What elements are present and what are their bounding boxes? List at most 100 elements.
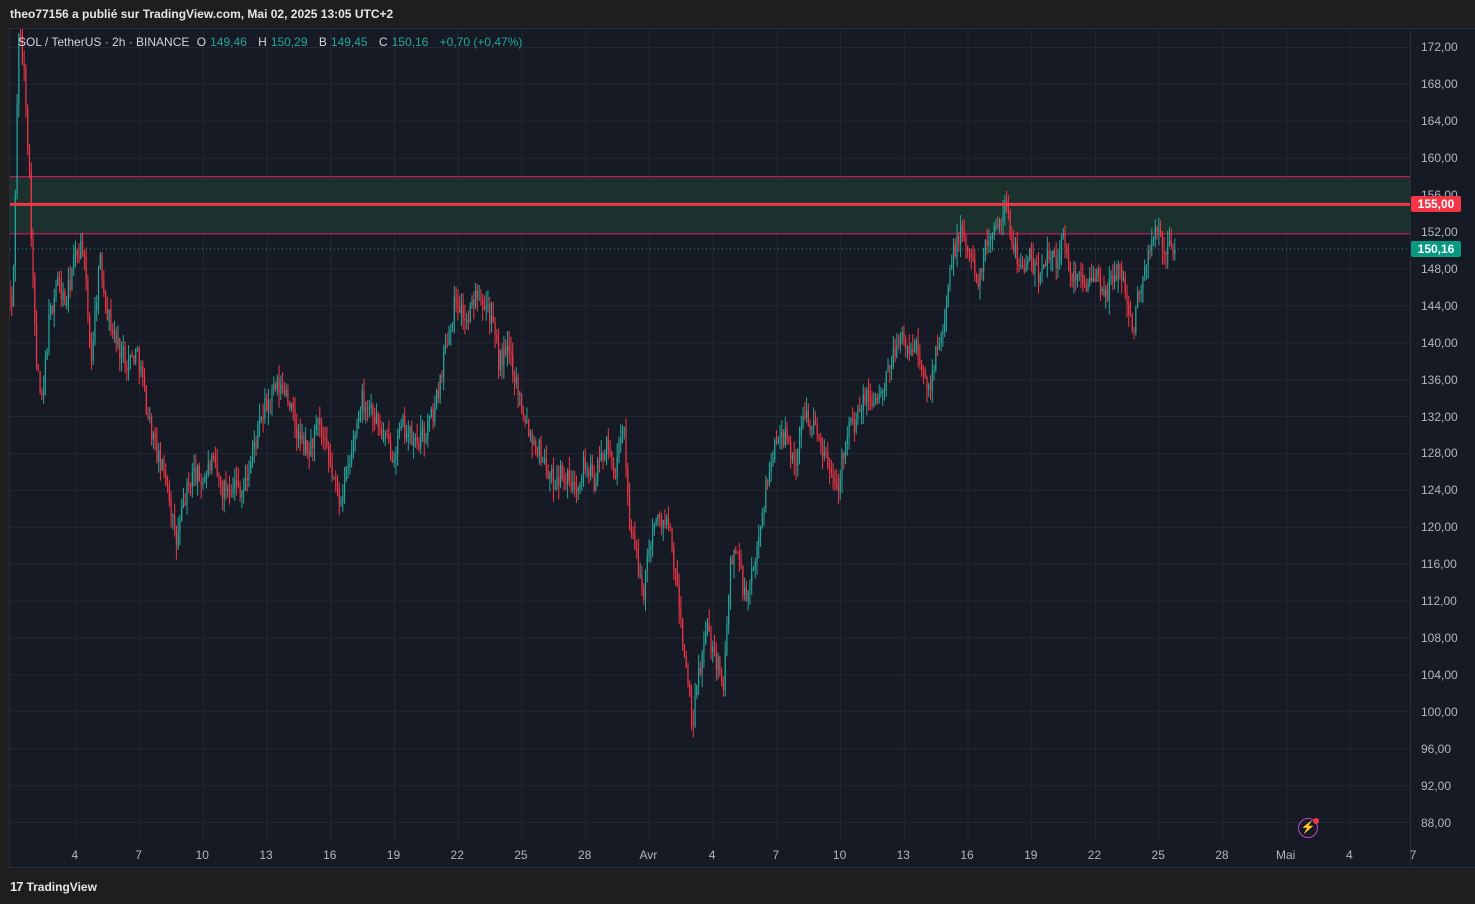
candle-body — [11, 297, 13, 307]
candlestick-chart[interactable] — [10, 29, 1411, 868]
candle-body — [577, 487, 579, 492]
candle-body — [255, 441, 257, 448]
y-tick-label: 136,00 — [1421, 372, 1458, 387]
lightning-icon[interactable]: ⚡ — [1298, 818, 1318, 838]
candle-body — [251, 450, 254, 463]
candle-body — [328, 446, 330, 459]
candle-body — [389, 442, 392, 461]
candle-body — [179, 521, 181, 532]
candle-body — [282, 384, 284, 389]
candle-body — [136, 348, 139, 350]
candle-body — [526, 420, 528, 424]
candle-body — [221, 483, 224, 499]
candle-body — [912, 348, 914, 352]
candle-body — [154, 433, 156, 438]
candle-body — [413, 438, 415, 446]
candle-body — [142, 365, 144, 378]
candle-body — [60, 280, 62, 300]
x-tick-label: 10 — [195, 848, 209, 862]
candle-body — [613, 462, 615, 477]
candle-body — [749, 582, 751, 591]
candle-body — [1129, 315, 1132, 317]
candle-body — [1020, 265, 1022, 267]
candle-body — [1069, 263, 1071, 274]
candle-body — [1025, 263, 1027, 272]
candle-body — [791, 455, 794, 459]
candle-body — [852, 418, 854, 420]
candle-body — [650, 545, 652, 550]
candle-body — [285, 389, 287, 396]
candle-body — [1060, 237, 1063, 254]
candle-body — [67, 279, 70, 304]
candle-body — [388, 434, 390, 443]
candle-body — [294, 408, 296, 427]
candle-body — [280, 384, 282, 394]
candle-body — [1055, 256, 1057, 268]
y-tick-label: 96,00 — [1421, 741, 1452, 756]
x-tick-label: 19 — [386, 848, 401, 862]
candle-body — [257, 424, 259, 448]
candle-body — [73, 254, 75, 270]
candle-body — [602, 452, 604, 460]
candle-body — [618, 443, 620, 457]
tradingview-brand: TradingView — [26, 879, 97, 894]
candle-body — [55, 285, 57, 297]
candle-body — [736, 552, 739, 554]
candle-body — [110, 310, 112, 332]
candle-body — [1174, 248, 1176, 254]
candle-body — [331, 466, 333, 477]
time-axis[interactable]: 4 7 10 13 16 19 22 25 28 Avr 4 7 10 13 16 19 22 25 28 Mai 4 7 — [9, 840, 1417, 868]
candle-body — [322, 436, 324, 439]
candle-body — [567, 470, 569, 485]
candle-body — [837, 488, 840, 492]
candle-body — [802, 416, 804, 427]
candle-body — [420, 429, 422, 449]
candle-body — [126, 367, 128, 371]
candle-body — [751, 569, 753, 583]
candle-body — [581, 478, 583, 483]
candle-body — [489, 303, 491, 324]
candle-body — [1034, 263, 1036, 274]
candle-body — [967, 245, 969, 252]
candle-body — [975, 274, 978, 281]
candle-body — [536, 453, 539, 456]
candle-body — [767, 480, 769, 484]
candle-body — [644, 570, 647, 600]
candle-body — [623, 427, 625, 429]
candle-body — [225, 480, 227, 492]
candle-body — [648, 549, 650, 556]
candle-body — [533, 440, 535, 444]
candle-body — [839, 478, 841, 492]
candle-body — [74, 250, 77, 255]
candle-body — [965, 237, 967, 246]
x-tick-label: 22 — [450, 848, 464, 862]
candle-body — [653, 523, 655, 531]
candle-body — [305, 440, 307, 454]
candle-body — [117, 338, 119, 344]
candle-body — [487, 303, 489, 306]
candle-body — [998, 220, 1001, 228]
y-tick-label: 144,00 — [1421, 298, 1458, 313]
candle-body — [80, 240, 82, 259]
candle-body — [1057, 262, 1059, 268]
candle-body — [306, 440, 308, 452]
price-axis[interactable]: 88,00 92,00 96,00 100,00 104,00 108,00 112,00 1… — [1411, 28, 1475, 868]
candle-body — [636, 549, 638, 553]
candle-body — [1165, 253, 1167, 256]
candle-body — [696, 685, 698, 696]
y-tick-label: 100,00 — [1421, 704, 1458, 719]
candle-body — [104, 293, 107, 309]
candle-body — [414, 437, 416, 439]
candle-body — [614, 476, 617, 479]
candle-body — [151, 417, 153, 440]
candle-body — [1053, 250, 1056, 257]
tradingview-logo[interactable]: 17 TradingView — [10, 879, 97, 894]
candle-body — [78, 256, 80, 259]
candle-body — [584, 457, 586, 471]
candle-body — [600, 452, 602, 462]
candle-body — [161, 459, 163, 471]
candle-body — [1037, 264, 1040, 283]
candle-body — [469, 306, 471, 322]
candle-body — [1092, 278, 1094, 282]
